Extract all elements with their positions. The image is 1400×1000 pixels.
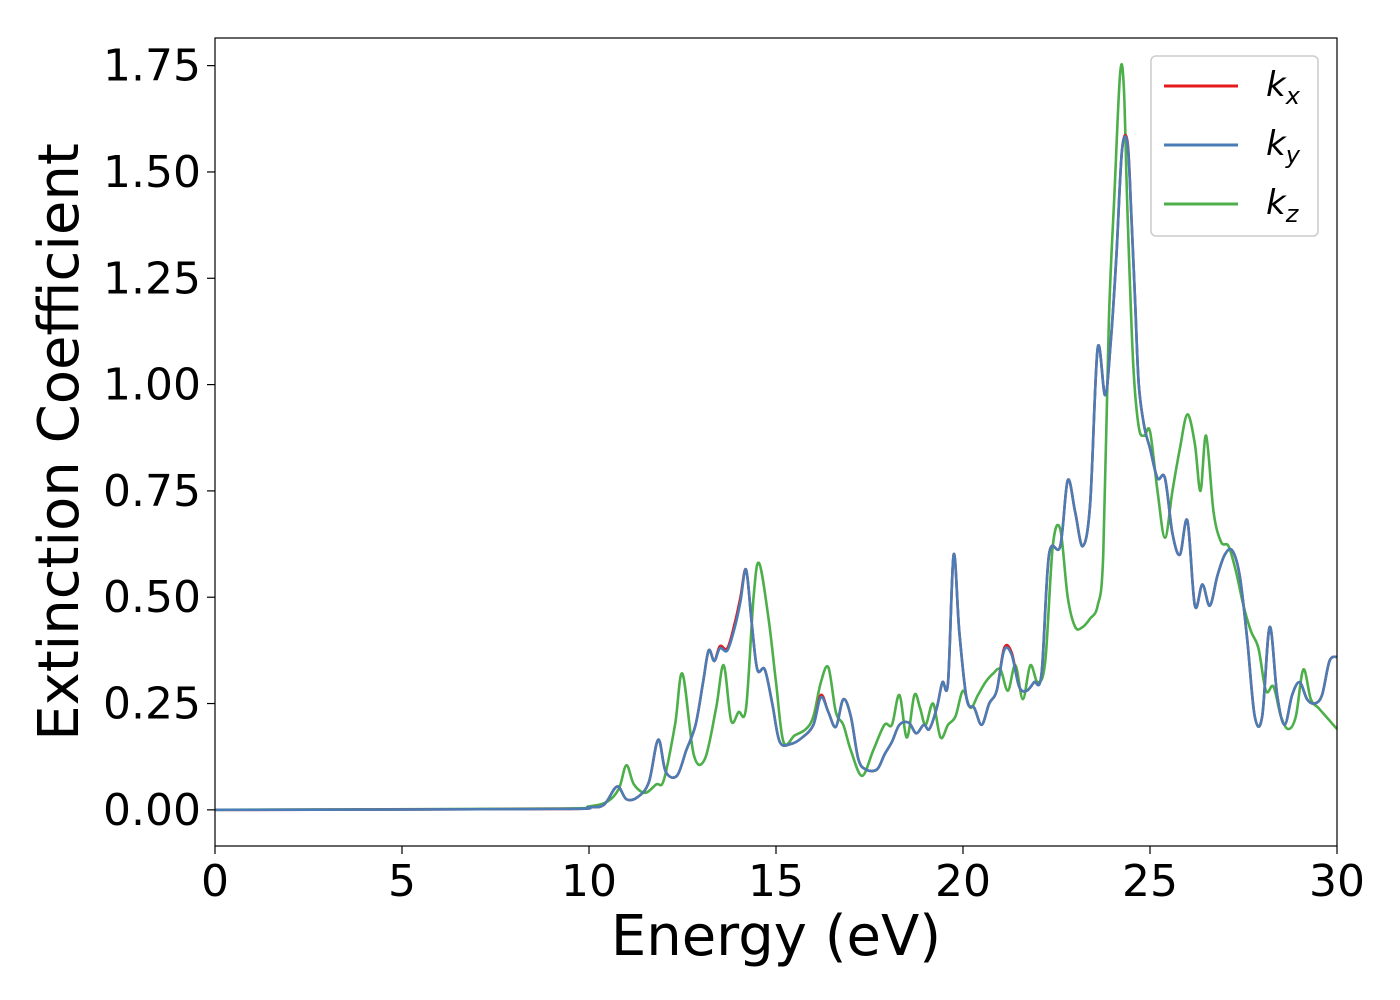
y-tick-label: 1.00: [103, 360, 201, 411]
y-tick-label: 1.50: [103, 147, 201, 198]
y-tick-label: 0.00: [103, 785, 201, 836]
legend-label-z: kz: [1266, 183, 1300, 228]
series-line-ky: [215, 135, 1337, 812]
y-axis-ticks: 0.00 0.25 0.50 0.75 1.00 1.25 1.50 1.75: [103, 41, 215, 836]
legend: kx ky kz: [1150, 55, 1319, 237]
x-tick-label: 20: [935, 856, 991, 907]
x-tick-label: 30: [1309, 856, 1365, 907]
series-layer: [215, 62, 1337, 812]
series-line-kz: [215, 62, 1337, 812]
x-axis-ticks: 0 5 10 15 20 25 30: [201, 846, 1365, 907]
y-axis-title: Extinction Coefficient: [27, 143, 92, 741]
x-tick-label: 25: [1122, 856, 1178, 907]
y-tick-label: 0.75: [103, 466, 201, 517]
y-tick-label: 1.25: [103, 253, 201, 304]
y-tick-label: 0.50: [103, 572, 201, 623]
y-tick-label: 0.25: [103, 679, 201, 730]
legend-label-x: kx: [1266, 65, 1301, 110]
y-tick-label: 1.75: [103, 41, 201, 92]
x-axis-title: Energy (eV): [611, 904, 941, 969]
x-tick-label: 5: [388, 856, 416, 907]
legend-label-y: ky: [1266, 124, 1301, 169]
x-tick-label: 0: [201, 856, 229, 907]
x-tick-label: 15: [748, 856, 804, 907]
x-tick-label: 10: [561, 856, 617, 907]
